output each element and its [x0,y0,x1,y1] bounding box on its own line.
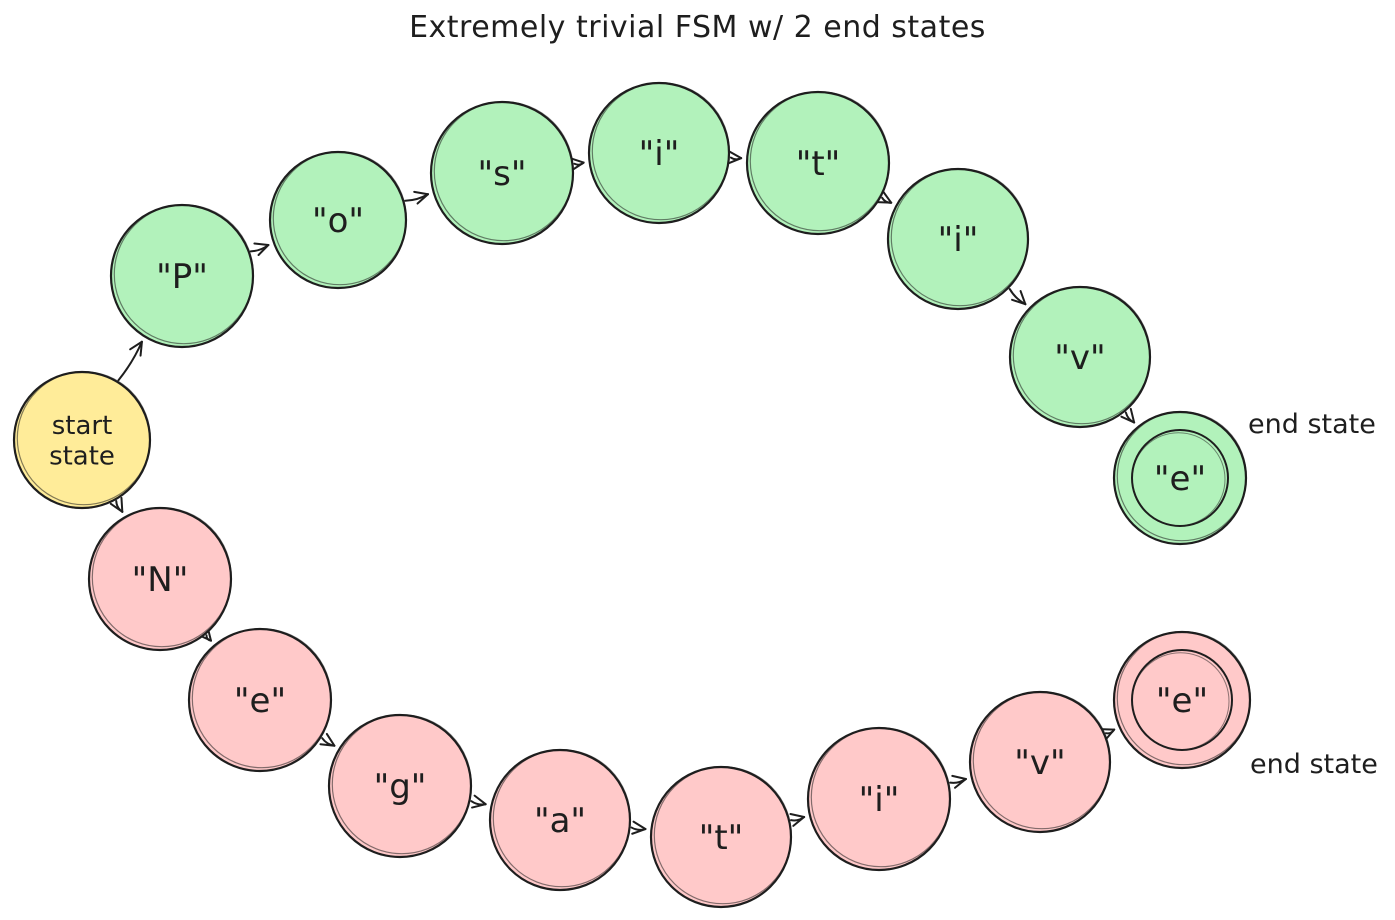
state-node-o: "o" [268,150,408,290]
transition-arrow-o-s [404,190,429,205]
state-label-g: "g" [374,767,427,807]
start-state-node: start state [12,370,152,510]
state-label-e1: "e" [234,681,286,721]
end-state-node-e_pos: "e" [1112,410,1248,546]
transition-arrow-i3-v2 [949,774,967,789]
diagram-title: Extremely trivial FSM w/ 2 end states [409,10,986,45]
transition-arrow-t2-i3 [789,813,806,827]
state-node-v2: "v" [968,690,1112,834]
transition-arrow-start-P [117,340,143,382]
state-node-i2: "i" [886,167,1030,311]
transition-arrow-i2-v1 [1008,288,1027,306]
state-node-i1: "i" [587,81,731,225]
state-node-t1: "t" [745,90,891,236]
state-label-i1: "i" [639,134,680,174]
state-label-a: "a" [534,801,586,841]
state-label-e_neg: "e" [1156,681,1208,721]
transition-arrow-i1-t1 [727,150,743,165]
transition-arrow-t1-i2 [876,190,893,204]
state-node-e1: "e" [187,627,333,773]
state-node-P: "P" [109,203,255,349]
end-state-node-e_neg: "e" [1112,630,1252,770]
transition-arrow-a-t2 [630,820,647,835]
end-state-positive-label: end state [1248,409,1376,440]
state-node-s: "s" [429,100,575,246]
state-label-e_pos: "e" [1154,459,1206,499]
state-node-g: "g" [327,713,473,859]
state-label-v1: "v" [1054,338,1105,378]
state-label-t1: "t" [796,144,841,184]
state-label-N: "N" [132,560,189,600]
state-label-start: start state [49,411,115,472]
state-node-t2: "t" [649,765,793,909]
state-label-s: "s" [478,154,527,194]
transition-arrow-v1-e_pos [1120,407,1136,424]
state-label-P: "P" [156,257,208,297]
transition-arrow-e1-g [319,732,336,747]
state-label-v2: "v" [1014,743,1065,783]
state-node-v1: "v" [1008,285,1152,429]
state-node-i3: "i" [806,726,952,872]
state-node-N: "N" [87,506,233,652]
transition-arrow-start-N [109,496,124,513]
transition-arrow-P-o [249,242,270,256]
state-label-i2: "i" [938,220,979,260]
state-label-i3: "i" [859,780,900,820]
state-node-a: "a" [488,748,632,892]
state-label-t2: "t" [699,818,744,858]
end-state-negative-label: end state [1250,749,1378,780]
state-label-o: "o" [312,201,364,241]
transition-arrow-g-a [470,794,487,809]
